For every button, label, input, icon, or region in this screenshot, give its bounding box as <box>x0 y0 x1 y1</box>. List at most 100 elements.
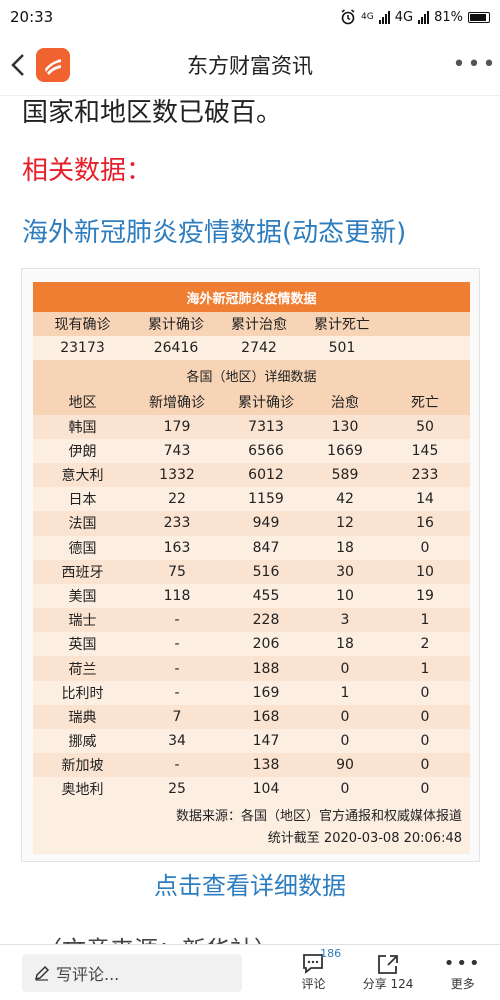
column-header: 新增确诊 <box>149 395 205 412</box>
table-row: 挪威 34 147 0 0 <box>33 729 470 754</box>
table-cell: 1 <box>420 612 430 629</box>
column-header: 治愈 <box>331 395 359 412</box>
summary-header: 现有确诊 <box>54 317 111 334</box>
source-note: 数据来源：各国（地区）官方通报和权威媒体报道 <box>175 808 462 824</box>
table-cell: 743 <box>163 442 191 459</box>
table-cell: 233 <box>411 467 439 484</box>
table-cell: 1332 <box>159 467 195 484</box>
table-cell: 179 <box>163 418 191 435</box>
table-cell: 0 <box>340 708 350 725</box>
table-cell: 比利时 <box>61 685 104 702</box>
table-cell: 韩国 <box>68 419 97 436</box>
table-row: 瑞士 - 228 3 1 <box>33 608 470 633</box>
comment-placeholder: 写评论... <box>56 964 120 984</box>
table-cell: 516 <box>252 563 280 580</box>
table-cell: 206 <box>252 636 280 653</box>
table-cell: 50 <box>416 418 434 435</box>
table-cell: 18 <box>336 636 354 653</box>
table-cell: 0 <box>420 733 430 750</box>
table-cell: 10 <box>416 563 434 580</box>
pencil-icon <box>34 965 50 981</box>
summary-value: 501 <box>328 340 356 357</box>
table-row: 西班牙 75 516 30 10 <box>33 559 470 584</box>
epidemic-data-card: 海外新冠肺炎疫情数据 现有确诊 累计确诊 累计治愈 累计死亡 23173 264… <box>21 268 480 862</box>
table-cell: 0 <box>340 733 350 750</box>
comment-button[interactable]: 186 评论 <box>276 945 351 1000</box>
more-dots-icon: ••• <box>452 52 498 77</box>
alarm-icon <box>341 9 355 25</box>
table-cell: 847 <box>252 539 280 556</box>
table-cell: 118 <box>163 587 191 604</box>
table-cell: 138 <box>252 757 280 774</box>
table-cell: 10 <box>336 587 354 604</box>
summary-value: 26416 <box>153 340 199 357</box>
table-cell: - <box>174 684 180 701</box>
table-cell: 228 <box>252 612 280 629</box>
signal-icon <box>378 10 390 24</box>
table-row: 比利时 - 169 1 0 <box>33 680 470 705</box>
table-cell: 168 <box>252 708 280 725</box>
share-button[interactable]: 分享 124 <box>351 945 426 1000</box>
network-type-2: 4G <box>394 9 414 25</box>
table-cell: 1 <box>340 684 350 701</box>
table-cell: 7 <box>172 708 182 725</box>
app-header: 东方财富资讯 ••• <box>0 34 500 96</box>
table-cell: 1669 <box>327 442 363 459</box>
summary-value-row: 23173 26416 2742 501 <box>33 336 470 361</box>
table-title: 海外新冠肺炎疫情数据 <box>33 282 470 312</box>
comment-count-badge: 186 <box>320 946 342 960</box>
table-cell: 589 <box>331 467 359 484</box>
table-cell: 188 <box>252 660 280 677</box>
table-cell: 455 <box>252 587 280 604</box>
network-type-1: 4G <box>361 12 374 22</box>
clock: 20:33 <box>10 8 54 26</box>
back-button[interactable] <box>0 34 36 96</box>
table-row: 美国 118 455 10 19 <box>33 583 470 609</box>
related-headline-link[interactable]: 海外新冠肺炎疫情数据(动态更新) <box>22 218 407 248</box>
table-row: 伊朗 743 6566 1669 145 <box>33 438 470 463</box>
table-row: 日本 22 1159 42 14 <box>33 487 470 512</box>
table-cell: 145 <box>411 442 439 459</box>
table-cell: - <box>174 636 180 653</box>
table-cell: - <box>174 660 180 677</box>
more-button[interactable]: ••• 更多 <box>425 945 500 1000</box>
table-row: 德国 163 847 18 0 <box>33 535 470 560</box>
table-cell: 日本 <box>68 492 97 509</box>
view-details-link[interactable]: 点击查看详细数据 <box>154 872 346 900</box>
table-row: 荷兰 - 188 0 1 <box>33 656 470 681</box>
comment-input[interactable]: 写评论... <box>22 953 243 992</box>
table-cell: 荷兰 <box>68 661 97 678</box>
summary-value: 2742 <box>241 340 277 357</box>
comment-label: 评论 <box>301 977 326 991</box>
table-row: 瑞典 7 168 0 0 <box>33 704 470 729</box>
table-cell: - <box>174 612 180 629</box>
comment-icon <box>303 954 324 974</box>
summary-header-row: 现有确诊 累计确诊 累计治愈 累计死亡 <box>33 312 470 337</box>
signal-icon-2 <box>418 10 430 24</box>
table-cell: 挪威 <box>68 734 97 751</box>
table-cell: 瑞典 <box>68 709 97 726</box>
summary-value: 23173 <box>60 340 105 357</box>
updated-note: 统计截至 2020-03-08 20:06:48 <box>267 830 462 846</box>
table-cell: 233 <box>163 515 191 532</box>
table-cell: 美国 <box>68 588 97 605</box>
table-cell: 英国 <box>68 637 97 654</box>
more-menu-button[interactable]: ••• <box>450 52 500 77</box>
share-icon <box>378 955 398 974</box>
table-cell: 90 <box>336 757 354 774</box>
related-data-label: 相关数据： <box>22 156 153 186</box>
table-cell: 意大利 <box>61 468 104 485</box>
share-label: 分享 124 <box>362 977 414 991</box>
table-cell: 法国 <box>68 516 97 533</box>
table-cell: 949 <box>252 515 280 532</box>
app-logo <box>36 47 70 82</box>
column-header-row: 地区 新增确诊 累计确诊 治愈 死亡 <box>33 390 470 415</box>
table-cell: 0 <box>420 539 430 556</box>
table-cell: 12 <box>336 515 354 532</box>
table-cell: 1159 <box>248 491 284 508</box>
table-cell: 7313 <box>248 418 284 435</box>
column-header: 地区 <box>68 395 97 412</box>
section-label: 各国（地区）详细数据 <box>33 360 470 391</box>
table-row: 英国 - 206 18 2 <box>33 632 470 657</box>
table-cell: 16 <box>416 515 434 532</box>
